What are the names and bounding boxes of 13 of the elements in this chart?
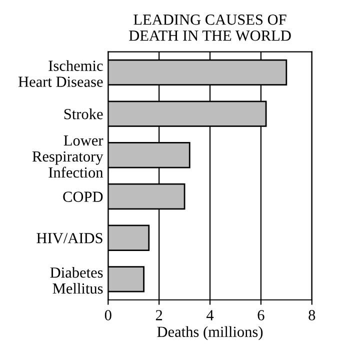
x-tick-label: 4 <box>206 310 214 320</box>
y-tick-label: Ischemic Heart Disease <box>18 60 103 87</box>
x-axis-title: Deaths (millions) <box>157 326 263 340</box>
x-tick-label: 0 <box>104 310 112 320</box>
y-tick-label: Stroke <box>64 108 103 120</box>
y-tick-label: Diabetes Mellitus <box>50 266 103 294</box>
y-tick-label: HIV/AIDS <box>36 233 102 244</box>
x-tick-label: 6 <box>258 310 264 320</box>
x-tick-label: 8 <box>308 310 316 320</box>
y-tick-label: Lower Respiratory Infection <box>32 136 104 178</box>
x-tick-label: 2 <box>156 310 162 320</box>
chart-title: LEADING CAUSES OF DEATH IN THE WORLD <box>129 14 291 41</box>
y-tick-label: COPD <box>63 192 103 202</box>
